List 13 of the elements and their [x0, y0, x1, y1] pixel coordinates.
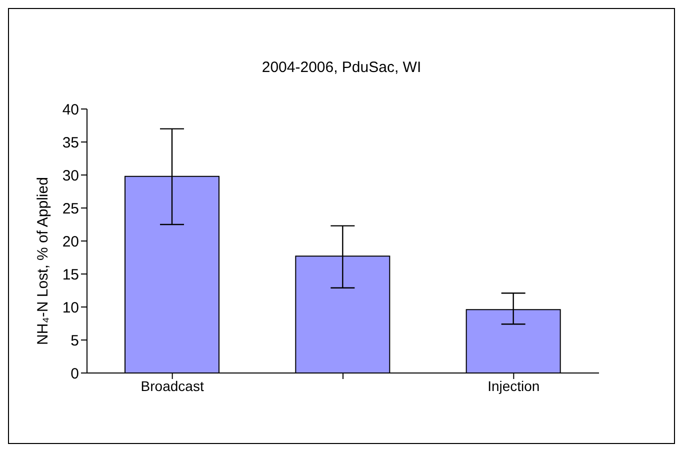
y-tick-label: 30: [62, 167, 79, 184]
y-tick-label: 0: [70, 365, 79, 382]
y-tick-label: 35: [62, 134, 79, 152]
y-tick-label: 20: [62, 233, 79, 250]
y-tick-label: 40: [62, 101, 79, 118]
y-tick-label: 25: [62, 200, 79, 218]
y-tick-label: 15: [62, 266, 79, 284]
y-axis-title: NH₄-N Lost, % of Applied: [34, 177, 52, 345]
y-tick-label: 10: [62, 299, 79, 316]
y-tick-label: 5: [70, 332, 79, 350]
chart-title: 2004-2006, PduSac, WI: [260, 59, 422, 76]
x-tick-label: Broadcast: [140, 378, 204, 394]
x-tick-label: Injection: [488, 378, 540, 394]
